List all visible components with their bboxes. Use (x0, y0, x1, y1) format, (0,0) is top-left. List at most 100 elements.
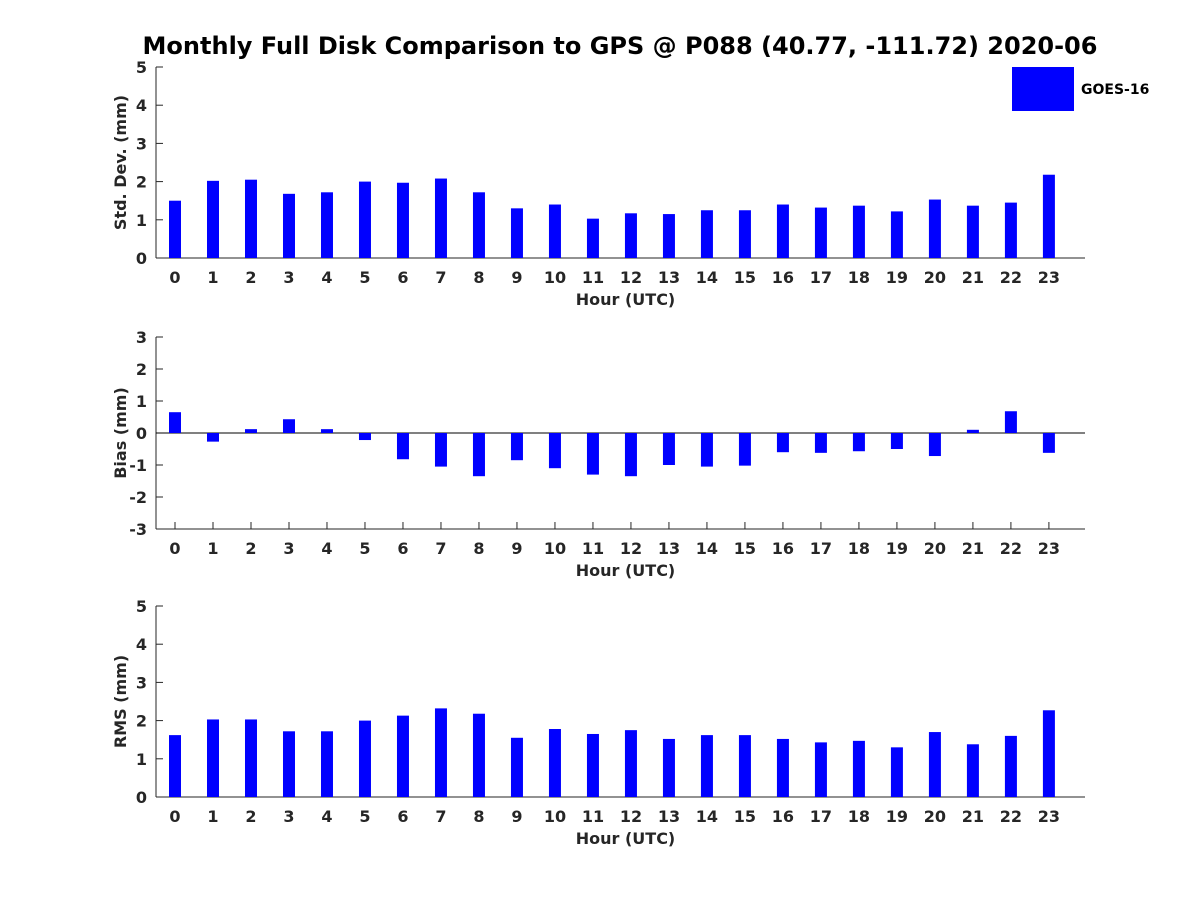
x-tick-label: 11 (582, 268, 604, 287)
std-dev-bar (1042, 174, 1055, 258)
x-tick-label: 9 (511, 539, 522, 558)
std-dev-bar (510, 208, 523, 258)
bias-bar (700, 433, 713, 467)
rms-bar (624, 730, 637, 797)
x-tick-label: 0 (169, 268, 180, 287)
x-tick-label: 22 (1000, 539, 1022, 558)
std-dev-bar (244, 179, 257, 258)
x-tick-label: 18 (848, 807, 870, 826)
x-tick-label: 4 (321, 268, 332, 287)
x-tick-label: 7 (435, 268, 446, 287)
bias-bar (472, 433, 485, 477)
rms-bar (510, 737, 523, 797)
chart-title: Monthly Full Disk Comparison to GPS @ P0… (143, 32, 1098, 60)
rms-bar (244, 719, 257, 797)
x-tick-label: 11 (582, 539, 604, 558)
bias-bar (548, 433, 561, 469)
bias-bar (624, 433, 637, 477)
bias-bar (738, 433, 751, 466)
x-tick-label: 23 (1038, 807, 1060, 826)
x-tick-label: 4 (321, 539, 332, 558)
x-tick-label: 3 (283, 807, 294, 826)
x-tick-label: 4 (321, 807, 332, 826)
rms-bar (738, 735, 751, 797)
std-dev-bar (206, 180, 219, 258)
std-dev-bar (169, 200, 181, 258)
y-tick-label: 2 (136, 360, 147, 379)
x-tick-label: 13 (658, 807, 680, 826)
x-tick-label: 5 (359, 539, 370, 558)
bias-bar (662, 433, 675, 465)
std-dev-bar (548, 204, 561, 258)
x-tick-label: 10 (544, 807, 566, 826)
rms-bar (358, 720, 371, 797)
rms-bar (662, 738, 675, 797)
x-tick-label: 0 (169, 807, 180, 826)
x-tick-label: 12 (620, 539, 642, 558)
x-tick-label: 21 (962, 539, 984, 558)
rms-bar (966, 744, 979, 797)
std-dev-bar (890, 211, 903, 258)
rms-bar (472, 713, 485, 797)
x-tick-label: 16 (772, 539, 794, 558)
rms-bar (700, 735, 713, 797)
std-dev-bar (472, 192, 485, 258)
std-dev-bar (966, 205, 979, 258)
x-tick-label: 22 (1000, 268, 1022, 287)
std-dev-x-label: Hour (UTC) (576, 290, 676, 309)
bias-bar (966, 429, 979, 433)
rms-bar (1042, 710, 1055, 797)
y-tick-label: 0 (136, 249, 147, 268)
std-dev-bar (1004, 202, 1017, 258)
legend-label: GOES-16 (1081, 82, 1149, 98)
std-dev-bar (738, 210, 751, 258)
x-tick-label: 14 (696, 539, 718, 558)
x-tick-label: 12 (620, 268, 642, 287)
y-tick-label: 1 (136, 392, 147, 411)
y-tick-label: 3 (136, 134, 147, 153)
rms-bar (1004, 735, 1017, 797)
x-tick-label: 20 (924, 268, 946, 287)
legend-swatch (1012, 67, 1074, 111)
x-tick-label: 20 (924, 539, 946, 558)
x-tick-label: 19 (886, 268, 908, 287)
x-tick-label: 21 (962, 268, 984, 287)
y-tick-label: -1 (129, 456, 147, 475)
y-tick-label: -2 (129, 488, 147, 507)
rms-x-label: Hour (UTC) (576, 829, 676, 848)
x-tick-label: 14 (696, 807, 718, 826)
y-tick-label: -3 (129, 520, 147, 539)
rms-bar (169, 735, 181, 797)
x-tick-label: 6 (397, 807, 408, 826)
bias-bar (1042, 433, 1055, 453)
x-tick-label: 0 (169, 539, 180, 558)
bias-bar (776, 433, 789, 453)
x-tick-label: 9 (511, 807, 522, 826)
bias-bar (169, 412, 181, 433)
x-tick-label: 2 (245, 539, 256, 558)
x-tick-label: 6 (397, 268, 408, 287)
y-tick-label: 1 (136, 211, 147, 230)
legend: GOES-16 (1012, 67, 1149, 111)
bias-x-label: Hour (UTC) (576, 561, 676, 580)
rms-bar (890, 747, 903, 797)
std-dev-bar (358, 181, 371, 258)
x-tick-label: 23 (1038, 539, 1060, 558)
rms-bar (928, 732, 941, 797)
x-tick-label: 3 (283, 539, 294, 558)
y-tick-label: 4 (136, 96, 147, 115)
std-dev-bar (814, 207, 827, 258)
y-tick-label: 5 (136, 597, 147, 616)
x-tick-label: 16 (772, 268, 794, 287)
x-tick-label: 10 (544, 539, 566, 558)
x-tick-label: 10 (544, 268, 566, 287)
bias-bar (358, 433, 371, 441)
bias-bar (434, 433, 447, 467)
x-tick-label: 1 (207, 807, 218, 826)
y-tick-label: 1 (136, 750, 147, 769)
std-dev-bar (662, 214, 675, 258)
bias-bar (282, 419, 295, 433)
x-tick-label: 23 (1038, 268, 1060, 287)
